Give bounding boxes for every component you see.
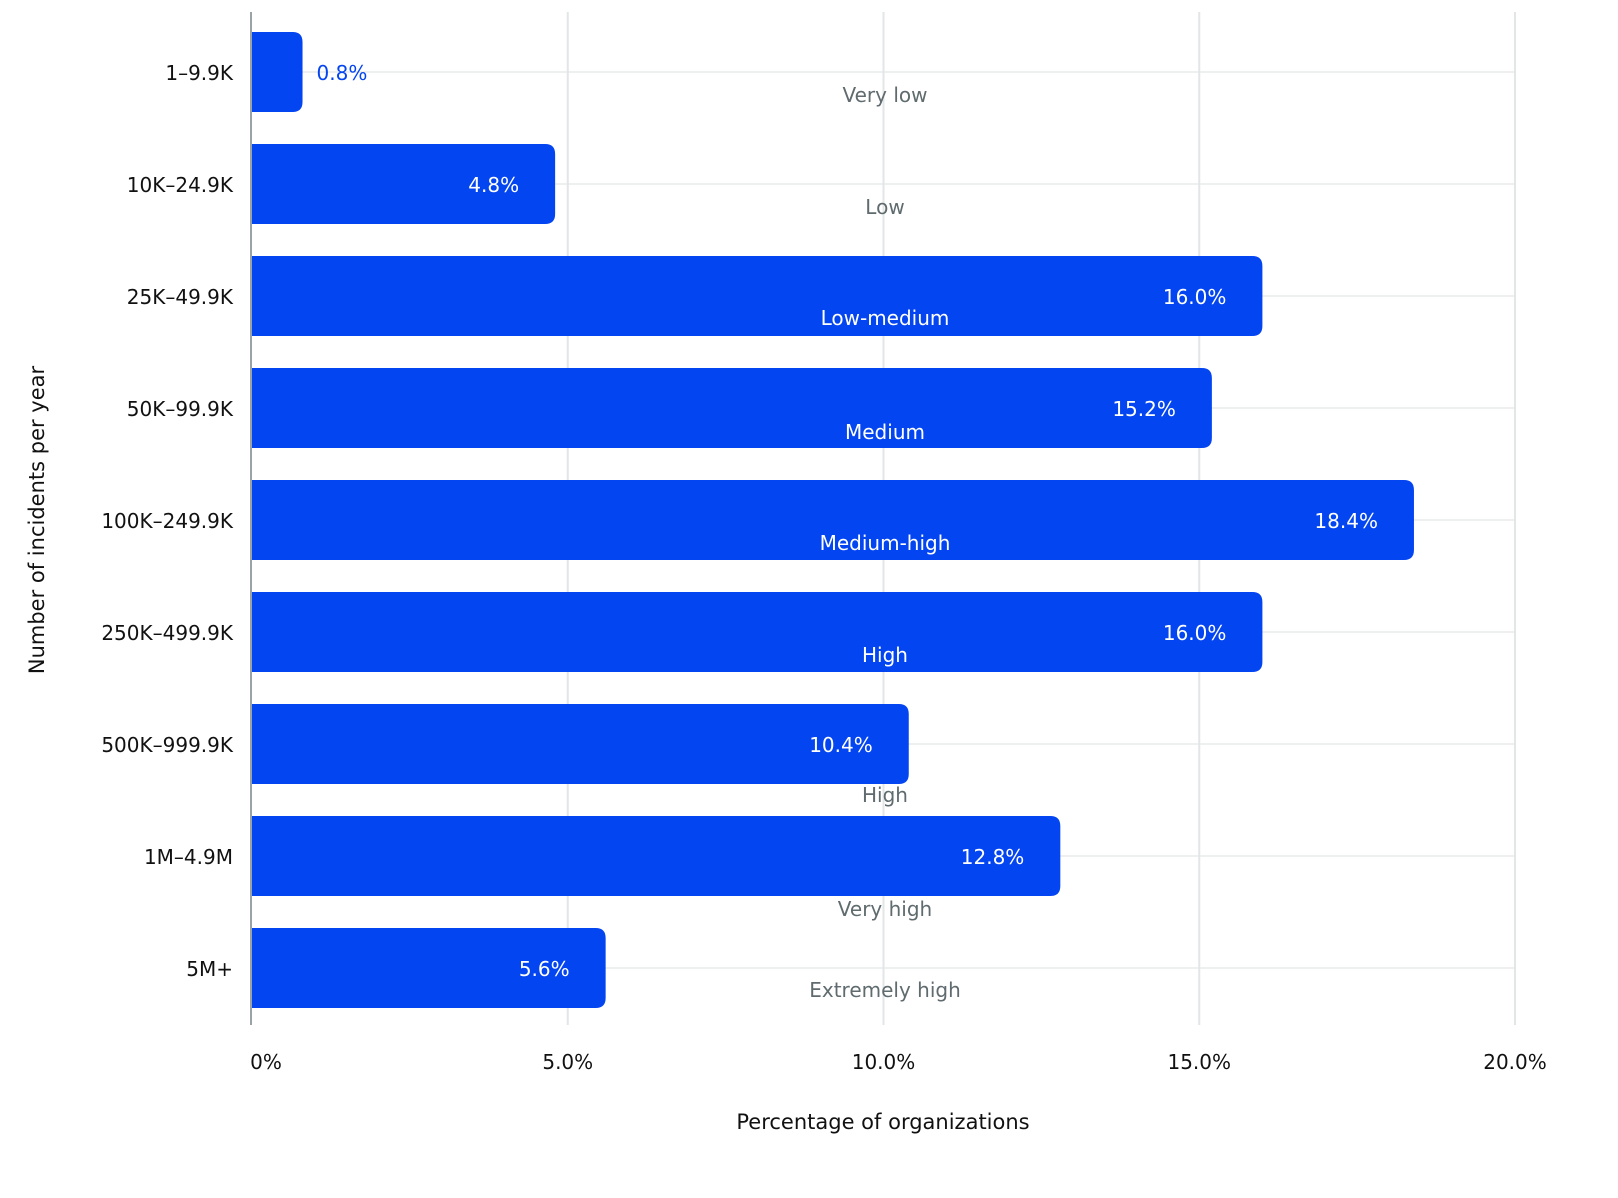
bar — [252, 144, 556, 224]
x-tick-label: 5.0% — [542, 1050, 593, 1074]
annotation-label: Medium — [845, 420, 925, 444]
bar — [252, 592, 1263, 672]
annotation-label: Low-medium — [821, 306, 950, 330]
bar — [252, 32, 303, 112]
y-tick-label: 10K–24.9K — [127, 173, 234, 197]
labels: 0% 5.0% 10.0% 15.0% 20.0% 1–9.9K 0.8% 10K–24.9K… — [101, 61, 1546, 1074]
y-axis-title: Number of incidents per year — [25, 365, 49, 674]
annotation-label: Very high — [838, 897, 932, 921]
x-tick-label: 20.0% — [1483, 1050, 1547, 1074]
annotation-label: High — [862, 783, 908, 807]
annotation-label: Low — [865, 195, 904, 219]
bar — [252, 928, 606, 1008]
value-label: 16.0% — [1163, 285, 1227, 309]
y-tick-label: 25K–49.9K — [127, 285, 234, 309]
value-label: 0.8% — [317, 61, 368, 85]
x-axis-title: Percentage of organizations — [736, 1110, 1029, 1134]
bar — [252, 480, 1414, 560]
x-tick-label: 15.0% — [1167, 1050, 1231, 1074]
y-tick-label: 100K–249.9K — [101, 509, 234, 533]
value-label: 18.4% — [1314, 509, 1378, 533]
bar — [252, 704, 909, 784]
y-tick-label: 1–9.9K — [165, 61, 234, 85]
value-label: 4.8% — [468, 173, 519, 197]
value-label: 10.4% — [809, 733, 873, 757]
value-label: 16.0% — [1163, 621, 1227, 645]
value-label: 5.6% — [519, 957, 570, 981]
bar — [252, 368, 1212, 448]
x-tick-label: 0% — [250, 1050, 282, 1074]
annotation-label: Extremely high — [809, 978, 961, 1002]
y-tick-label: 500K–999.9K — [101, 733, 234, 757]
y-tick-label: 5M+ — [186, 957, 233, 981]
value-label: 15.2% — [1112, 397, 1176, 421]
y-tick-label: 1M–4.9M — [144, 845, 233, 869]
bar — [252, 816, 1061, 896]
annotation-label: Very low — [843, 83, 928, 107]
y-tick-label: 50K–99.9K — [127, 397, 234, 421]
annotation-label: Medium-high — [820, 531, 951, 555]
value-label: 12.8% — [961, 845, 1025, 869]
x-tick-label: 10.0% — [852, 1050, 916, 1074]
bars — [252, 32, 1414, 1008]
y-tick-label: 250K–499.9K — [101, 621, 234, 645]
annotation-label: High — [862, 643, 908, 667]
bar — [252, 256, 1263, 336]
